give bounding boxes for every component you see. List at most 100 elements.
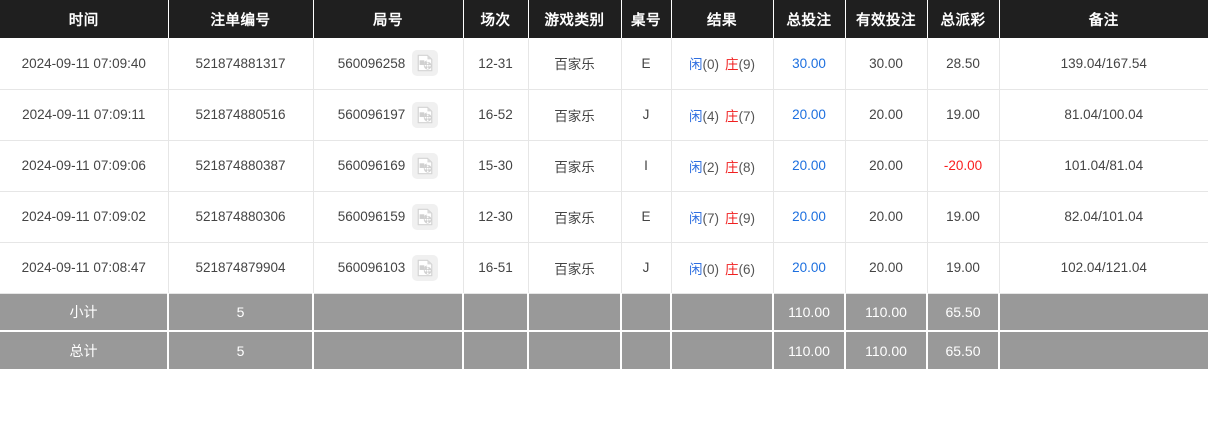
column-header-time[interactable]: 时间 bbox=[0, 0, 169, 38]
cell-bet-no: 521874881317 bbox=[168, 38, 314, 90]
table-row: 2024-09-11 07:08:47 521874879904 560096103… bbox=[0, 242, 1208, 294]
cell-game-type: 百家乐 bbox=[528, 140, 622, 192]
video-replay-icon[interactable] bbox=[412, 50, 439, 77]
summary-cell-session bbox=[463, 293, 529, 332]
cell-session: 12-30 bbox=[463, 191, 529, 243]
column-header-session[interactable]: 场次 bbox=[463, 0, 529, 38]
cell-result: 闲(4) 庄(7) bbox=[671, 89, 774, 141]
table-row: 2024-09-11 07:09:11 521874880516 560096197… bbox=[0, 89, 1208, 141]
cell-session: 15-30 bbox=[463, 140, 529, 192]
header-row: 时间 注单编号 局号 场次 游戏类别 桌号 结果 总投注 有效投注 总派彩 备注 bbox=[0, 0, 1208, 38]
summary-cell-round-no bbox=[313, 293, 464, 332]
result-player-value: (7) bbox=[702, 210, 720, 226]
cell-round-no: 560096169 bbox=[313, 140, 464, 192]
round-no-text: 560096103 bbox=[337, 260, 406, 275]
summary-cell-time: 总计 bbox=[0, 331, 169, 369]
column-header-table_no[interactable]: 桌号 bbox=[621, 0, 672, 38]
cell-total-bet: 30.00 bbox=[773, 38, 846, 90]
cell-bet-no: 521874880306 bbox=[168, 191, 314, 243]
column-header-total_bet[interactable]: 总投注 bbox=[773, 0, 846, 38]
video-replay-icon[interactable] bbox=[412, 101, 439, 128]
result-banker-value: (6) bbox=[738, 261, 756, 277]
result-banker-value: (9) bbox=[738, 57, 756, 73]
cell-table-no: J bbox=[621, 242, 672, 294]
video-replay-icon[interactable] bbox=[412, 203, 439, 230]
video-replay-icon[interactable] bbox=[412, 152, 439, 179]
cell-valid-bet: 30.00 bbox=[845, 38, 928, 90]
cell-result: 闲(2) 庄(8) bbox=[671, 140, 774, 192]
result-banker-label: 庄 bbox=[725, 108, 739, 124]
cell-time: 2024-09-11 07:09:02 bbox=[0, 191, 169, 243]
cell-time: 2024-09-11 07:09:06 bbox=[0, 140, 169, 192]
cell-valid-bet: 20.00 bbox=[845, 89, 928, 141]
table-row: 2024-09-11 07:09:06 521874880387 560096169… bbox=[0, 140, 1208, 192]
column-header-remark[interactable]: 备注 bbox=[999, 0, 1208, 38]
result-banker-label: 庄 bbox=[725, 57, 739, 73]
summary-cell-result bbox=[671, 331, 774, 369]
result-banker-label: 庄 bbox=[725, 159, 739, 175]
result-player-label: 闲 bbox=[689, 210, 703, 226]
cell-game-type: 百家乐 bbox=[528, 38, 622, 90]
round-no-text: 560096159 bbox=[337, 209, 406, 224]
summary-row: 小计 5 110.00 110.00 65.50 bbox=[0, 293, 1208, 332]
total-bet-amount[interactable]: 20.00 bbox=[792, 260, 826, 275]
column-header-payout[interactable]: 总派彩 bbox=[927, 0, 1000, 38]
result-player-value: (0) bbox=[702, 57, 720, 73]
round-no-text: 560096258 bbox=[337, 55, 406, 71]
result-player-label: 闲 bbox=[689, 261, 703, 277]
cell-table-no: J bbox=[621, 89, 672, 141]
cell-session: 12-31 bbox=[463, 38, 529, 90]
cell-bet-no: 521874879904 bbox=[168, 242, 314, 294]
summary-cell-result bbox=[671, 293, 774, 332]
summary-cell-remark bbox=[999, 293, 1208, 332]
cell-game-type: 百家乐 bbox=[528, 191, 622, 243]
summary-row: 总计 5 110.00 110.00 65.50 bbox=[0, 331, 1208, 369]
result-player-value: (2) bbox=[702, 159, 720, 175]
round-no-text: 560096169 bbox=[337, 158, 406, 173]
total-bet-amount[interactable]: 20.00 bbox=[792, 107, 826, 122]
cell-payout: 19.00 bbox=[927, 242, 1000, 294]
cell-time: 2024-09-11 07:09:40 bbox=[0, 38, 169, 90]
summary-cell-game-type bbox=[528, 293, 622, 332]
payout-amount: 28.50 bbox=[946, 55, 980, 71]
total-bet-amount[interactable]: 20.00 bbox=[792, 209, 826, 224]
column-header-result[interactable]: 结果 bbox=[671, 0, 774, 38]
payout-amount: -20.00 bbox=[943, 158, 983, 173]
summary-cell-payout: 65.50 bbox=[927, 293, 1000, 332]
cell-payout: 28.50 bbox=[927, 38, 1000, 90]
summary-cell-game-type bbox=[528, 331, 622, 369]
cell-table-no: E bbox=[621, 191, 672, 243]
result-banker-label: 庄 bbox=[725, 210, 739, 226]
cell-round-no: 560096103 bbox=[313, 242, 464, 294]
cell-table-no: I bbox=[621, 140, 672, 192]
total-bet-amount[interactable]: 30.00 bbox=[792, 55, 826, 71]
summary-cell-bet-no: 5 bbox=[168, 331, 314, 369]
cell-valid-bet: 20.00 bbox=[845, 191, 928, 243]
column-header-round_no[interactable]: 局号 bbox=[313, 0, 464, 38]
cell-remark: 81.04/100.04 bbox=[999, 89, 1208, 141]
table-body: 2024-09-11 07:09:40 521874881317 560096258… bbox=[0, 38, 1208, 369]
cell-total-bet: 20.00 bbox=[773, 89, 846, 141]
result-banker-value: (8) bbox=[738, 159, 756, 175]
summary-cell-table-no bbox=[621, 331, 672, 369]
result-banker-label: 庄 bbox=[725, 261, 739, 277]
column-header-valid_bet[interactable]: 有效投注 bbox=[845, 0, 928, 38]
video-replay-icon[interactable] bbox=[412, 254, 439, 281]
cell-total-bet: 20.00 bbox=[773, 242, 846, 294]
summary-cell-table-no bbox=[621, 293, 672, 332]
bet-records-table: 时间 注单编号 局号 场次 游戏类别 桌号 结果 总投注 有效投注 总派彩 备注 2024-09-1… bbox=[0, 0, 1208, 369]
summary-cell-round-no bbox=[313, 331, 464, 369]
cell-remark: 102.04/121.04 bbox=[999, 242, 1208, 294]
column-header-game_type[interactable]: 游戏类别 bbox=[528, 0, 622, 38]
result-banker-value: (7) bbox=[738, 108, 756, 124]
column-header-bet_no[interactable]: 注单编号 bbox=[168, 0, 314, 38]
cell-time: 2024-09-11 07:09:11 bbox=[0, 89, 169, 141]
summary-cell-payout: 65.50 bbox=[927, 331, 1000, 369]
cell-payout: 19.00 bbox=[927, 89, 1000, 141]
result-player-label: 闲 bbox=[689, 159, 703, 175]
cell-remark: 82.04/101.04 bbox=[999, 191, 1208, 243]
result-player-label: 闲 bbox=[689, 57, 703, 73]
result-player-value: (0) bbox=[702, 261, 720, 277]
total-bet-amount[interactable]: 20.00 bbox=[792, 158, 826, 173]
table-row: 2024-09-11 07:09:40 521874881317 560096258… bbox=[0, 38, 1208, 90]
